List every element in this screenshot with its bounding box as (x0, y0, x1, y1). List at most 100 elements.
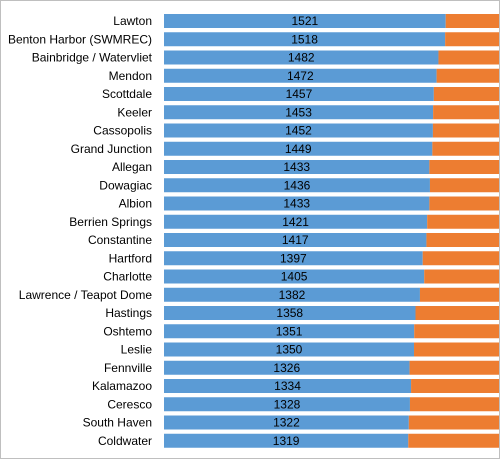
bar-segment-series-2 (445, 14, 499, 28)
bar-row: Lawton15211690 (113, 14, 499, 28)
bar-segment-series-1 (164, 342, 415, 357)
bar-row: Oshtemo13511518 (103, 324, 499, 339)
bar-segment-series-1 (164, 397, 410, 412)
bar-segment-series-1 (164, 415, 409, 430)
bar-row: Kalamazoo13341499 (92, 379, 499, 393)
data-label-series-1: 1421 (282, 215, 309, 229)
category-label: Hastings (105, 306, 152, 320)
bar-segment-series-1 (164, 360, 410, 375)
bar-segment-series-1 (164, 123, 433, 138)
bar-row: Lawrence / Teapot Dome13821549 (19, 287, 499, 302)
bar-segment-series-1 (164, 433, 409, 448)
bar-segment-series-1 (164, 141, 433, 156)
bar-row: Coldwater13191475 (98, 433, 499, 448)
bar-row: Fennville13261500 (104, 360, 499, 375)
data-label-series-1: 1436 (284, 178, 311, 192)
bar-segment-series-2 (408, 433, 499, 448)
data-label-series-1: 1482 (288, 51, 315, 65)
category-label: Mendon (109, 69, 152, 83)
bar-segment-series-2 (445, 32, 499, 47)
category-label: Bainbridge / Watervliet (32, 51, 153, 65)
category-label: Dowagiac (99, 178, 152, 192)
bar-segment-series-2 (432, 123, 499, 138)
data-label-series-1: 1449 (285, 142, 312, 156)
bar-segment-series-2 (438, 50, 499, 65)
category-label: Lawrence / Teapot Dome (19, 288, 153, 302)
data-label-series-1: 1433 (283, 160, 310, 174)
bar-segment-series-2 (415, 306, 499, 320)
data-label-series-1: 1351 (276, 324, 303, 338)
category-label: Cassopolis (93, 124, 152, 138)
bar-row: Scottdale14571621 (102, 87, 499, 101)
category-label: Albion (119, 197, 152, 211)
category-label: Benton Harbor (SWMREC) (8, 32, 152, 46)
bar-row: Grand Junction14491613 (71, 141, 499, 156)
bar-segment-series-1 (164, 14, 446, 28)
data-label-series-1: 1457 (286, 87, 313, 101)
bar-segment-series-1 (164, 178, 430, 193)
category-label: Lawton (113, 14, 152, 28)
category-label: Scottdale (102, 87, 152, 101)
bar-segment-series-1 (164, 68, 437, 83)
data-label-series-1: 1334 (274, 379, 301, 393)
bar-row: Mendon14721629 (109, 68, 499, 83)
bar-segment-series-2 (429, 160, 499, 174)
bar-row: Dowagiac14361599 (99, 178, 499, 193)
category-label: Charlotte (103, 270, 152, 284)
bar-segment-series-2 (409, 360, 499, 375)
category-label: Ceresco (107, 397, 152, 411)
data-label-series-1: 1382 (279, 288, 306, 302)
bar-segment-series-2 (436, 68, 499, 83)
bar-row: Hastings13581522 (105, 306, 499, 320)
bar-row: Charlotte14051557 (103, 269, 499, 284)
data-label-series-1: 1326 (273, 361, 300, 375)
category-label: Coldwater (98, 434, 152, 448)
bar-segment-series-2 (433, 105, 499, 120)
bar-segment-series-1 (164, 324, 415, 339)
data-label-series-1: 1521 (291, 14, 318, 28)
data-label-series-1: 1405 (281, 270, 308, 284)
bar-row: Ceresco13281491 (107, 397, 499, 412)
bar-segment-series-2 (422, 251, 499, 266)
data-label-series-1: 1417 (282, 233, 309, 247)
category-label: Kalamazoo (92, 379, 152, 393)
category-label: Keeler (117, 105, 152, 119)
bar-segment-series-2 (414, 324, 499, 339)
data-label-series-1: 1328 (274, 397, 301, 411)
bar-segment-series-1 (164, 50, 439, 65)
bar-segment-series-1 (164, 32, 446, 47)
bar-row: Hartford13971561 (109, 251, 499, 266)
data-label-series-1: 1350 (276, 343, 303, 357)
bar-segment-series-2 (433, 87, 499, 101)
bar-segment-series-2 (429, 196, 499, 211)
bar-row: Berrien Springs14211585 (69, 214, 499, 229)
bar-row: Benton Harbor (SWMREC)15181683 (8, 32, 499, 47)
bar-segment-series-1 (164, 196, 430, 211)
category-label: Leslie (121, 343, 153, 357)
bar-segment-series-1 (164, 379, 412, 393)
bar-segment-series-1 (164, 87, 434, 101)
bar-row: Bainbridge / Watervliet14821645 (32, 50, 499, 65)
bar-segment-series-2 (432, 141, 499, 156)
category-label: Hartford (109, 251, 152, 265)
bar-row: South Haven13221485 (83, 415, 499, 430)
category-label: Fennville (104, 361, 152, 375)
bar-segment-series-1 (164, 251, 423, 266)
data-label-series-1: 1397 (280, 251, 307, 265)
data-label-series-1: 1453 (285, 105, 312, 119)
bar-segment-series-2 (409, 397, 499, 412)
bar-segment-series-2 (426, 233, 499, 247)
bar-segment-series-2 (419, 287, 499, 302)
bar-row: Allegan14331601 (112, 160, 499, 174)
data-label-series-1: 1319 (273, 434, 300, 448)
data-label-series-1: 1433 (283, 197, 310, 211)
bar-segment-series-1 (164, 269, 425, 284)
bar-segment-series-1 (164, 306, 416, 320)
data-label-series-1: 1518 (291, 32, 318, 46)
data-label-series-1: 1452 (285, 124, 312, 138)
data-label-series-1: 1358 (276, 306, 303, 320)
bar-segment-series-2 (414, 342, 499, 357)
data-label-series-1: 1472 (287, 69, 314, 83)
